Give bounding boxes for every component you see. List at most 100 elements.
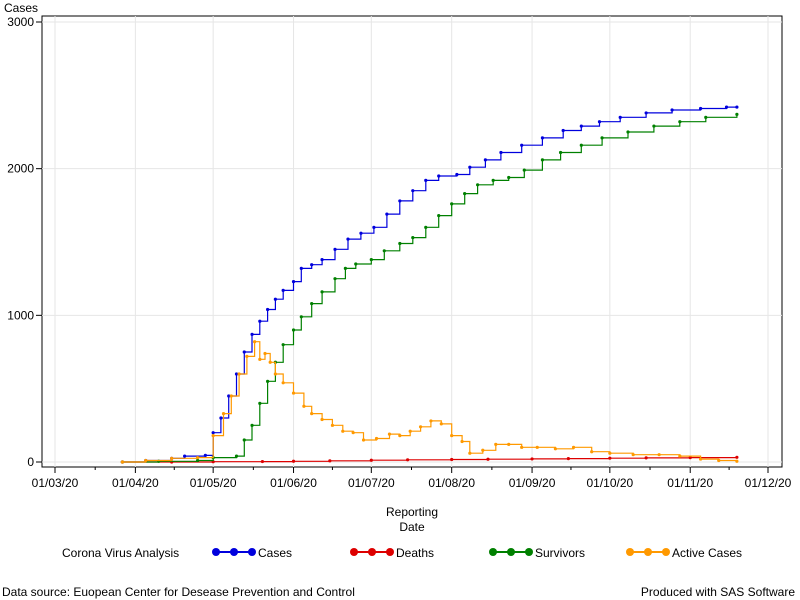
data-point (398, 199, 402, 203)
data-point (266, 379, 270, 383)
data-point (341, 429, 345, 433)
data-point (483, 158, 487, 162)
data-point (183, 454, 187, 458)
data-point (406, 458, 410, 462)
series-cases (120, 105, 739, 464)
data-point (486, 457, 490, 461)
data-point (468, 165, 472, 169)
data-point (571, 445, 576, 449)
data-point (281, 343, 285, 347)
x-tick-label: 01/09/20 (509, 476, 556, 490)
data-point (266, 307, 270, 312)
data-point (678, 120, 682, 124)
data-point (250, 332, 254, 336)
data-point (398, 434, 402, 438)
data-point (144, 458, 148, 463)
legend-label: Survivors (535, 546, 585, 560)
y-tick-label: 0 (27, 455, 34, 469)
data-point (507, 442, 511, 446)
data-point (408, 429, 412, 433)
data-point (411, 189, 415, 193)
data-point (631, 453, 635, 457)
data-point (268, 360, 272, 364)
data-point (333, 277, 337, 281)
data-point (310, 412, 314, 416)
data-point (520, 143, 524, 147)
legend-marker (626, 548, 634, 556)
data-point (644, 111, 648, 115)
data-point (398, 241, 402, 246)
legend-marker (368, 548, 376, 556)
data-point (320, 290, 324, 294)
legend-marker (248, 548, 256, 556)
data-point (242, 438, 246, 442)
data-point (600, 136, 604, 140)
footnote-software: Produced with SAS Software (641, 585, 795, 599)
data-point (698, 457, 703, 461)
data-point (698, 106, 703, 111)
data-point (579, 124, 583, 128)
y-tick-label: 3000 (7, 15, 34, 29)
legend-marker (212, 548, 220, 556)
data-point (437, 174, 441, 178)
legend-marker (507, 548, 515, 556)
data-point (346, 237, 350, 241)
data-point (735, 455, 739, 459)
data-point (530, 457, 534, 461)
data-point (387, 432, 392, 436)
y-axis-title: Cases (4, 1, 38, 15)
legend-marker (386, 548, 394, 556)
data-point (361, 438, 366, 442)
data-point (250, 423, 254, 427)
data-point (242, 350, 246, 354)
data-point (273, 372, 277, 376)
data-point (439, 422, 443, 426)
series-survivors (120, 112, 739, 464)
data-point (320, 417, 324, 422)
data-point (281, 288, 285, 292)
data-point (540, 136, 545, 140)
data-point (499, 150, 503, 155)
data-point (258, 319, 262, 323)
data-point (553, 447, 557, 451)
data-point (281, 381, 285, 385)
data-point (507, 175, 511, 180)
data-point (735, 459, 739, 463)
legend-label: Deaths (396, 546, 434, 560)
data-point (491, 178, 495, 182)
data-point (196, 458, 200, 463)
y-tick-label: 2000 (7, 162, 34, 176)
data-point (291, 459, 296, 463)
data-point (429, 419, 433, 423)
data-point (382, 249, 386, 253)
data-point (260, 459, 265, 464)
data-point (724, 105, 729, 109)
data-point (735, 112, 739, 116)
legend-marker (525, 548, 533, 556)
data-point (328, 459, 332, 463)
x-tick-label: 01/07/20 (348, 476, 395, 490)
data-point (351, 431, 355, 435)
data-point (263, 351, 267, 356)
y-tick-label: 1000 (7, 308, 34, 322)
data-point (735, 105, 739, 109)
legend-marker (662, 548, 670, 556)
data-point (579, 143, 583, 147)
x-tick-label: 01/05/20 (190, 476, 237, 490)
data-point (196, 456, 200, 460)
data-point (237, 372, 241, 376)
data-point (688, 456, 692, 460)
plot-area (41, 15, 783, 468)
legend-label: Active Cases (672, 546, 742, 560)
x-tick-label: 01/11/20 (667, 476, 713, 490)
legend-items: Cases Deaths Survivors Active Cases (212, 546, 742, 560)
data-point (227, 394, 231, 398)
data-point (463, 192, 467, 196)
data-point (494, 442, 498, 446)
data-point (540, 158, 545, 162)
data-point (678, 454, 682, 458)
data-point (310, 302, 314, 306)
data-point (597, 120, 602, 124)
data-point (476, 183, 480, 187)
